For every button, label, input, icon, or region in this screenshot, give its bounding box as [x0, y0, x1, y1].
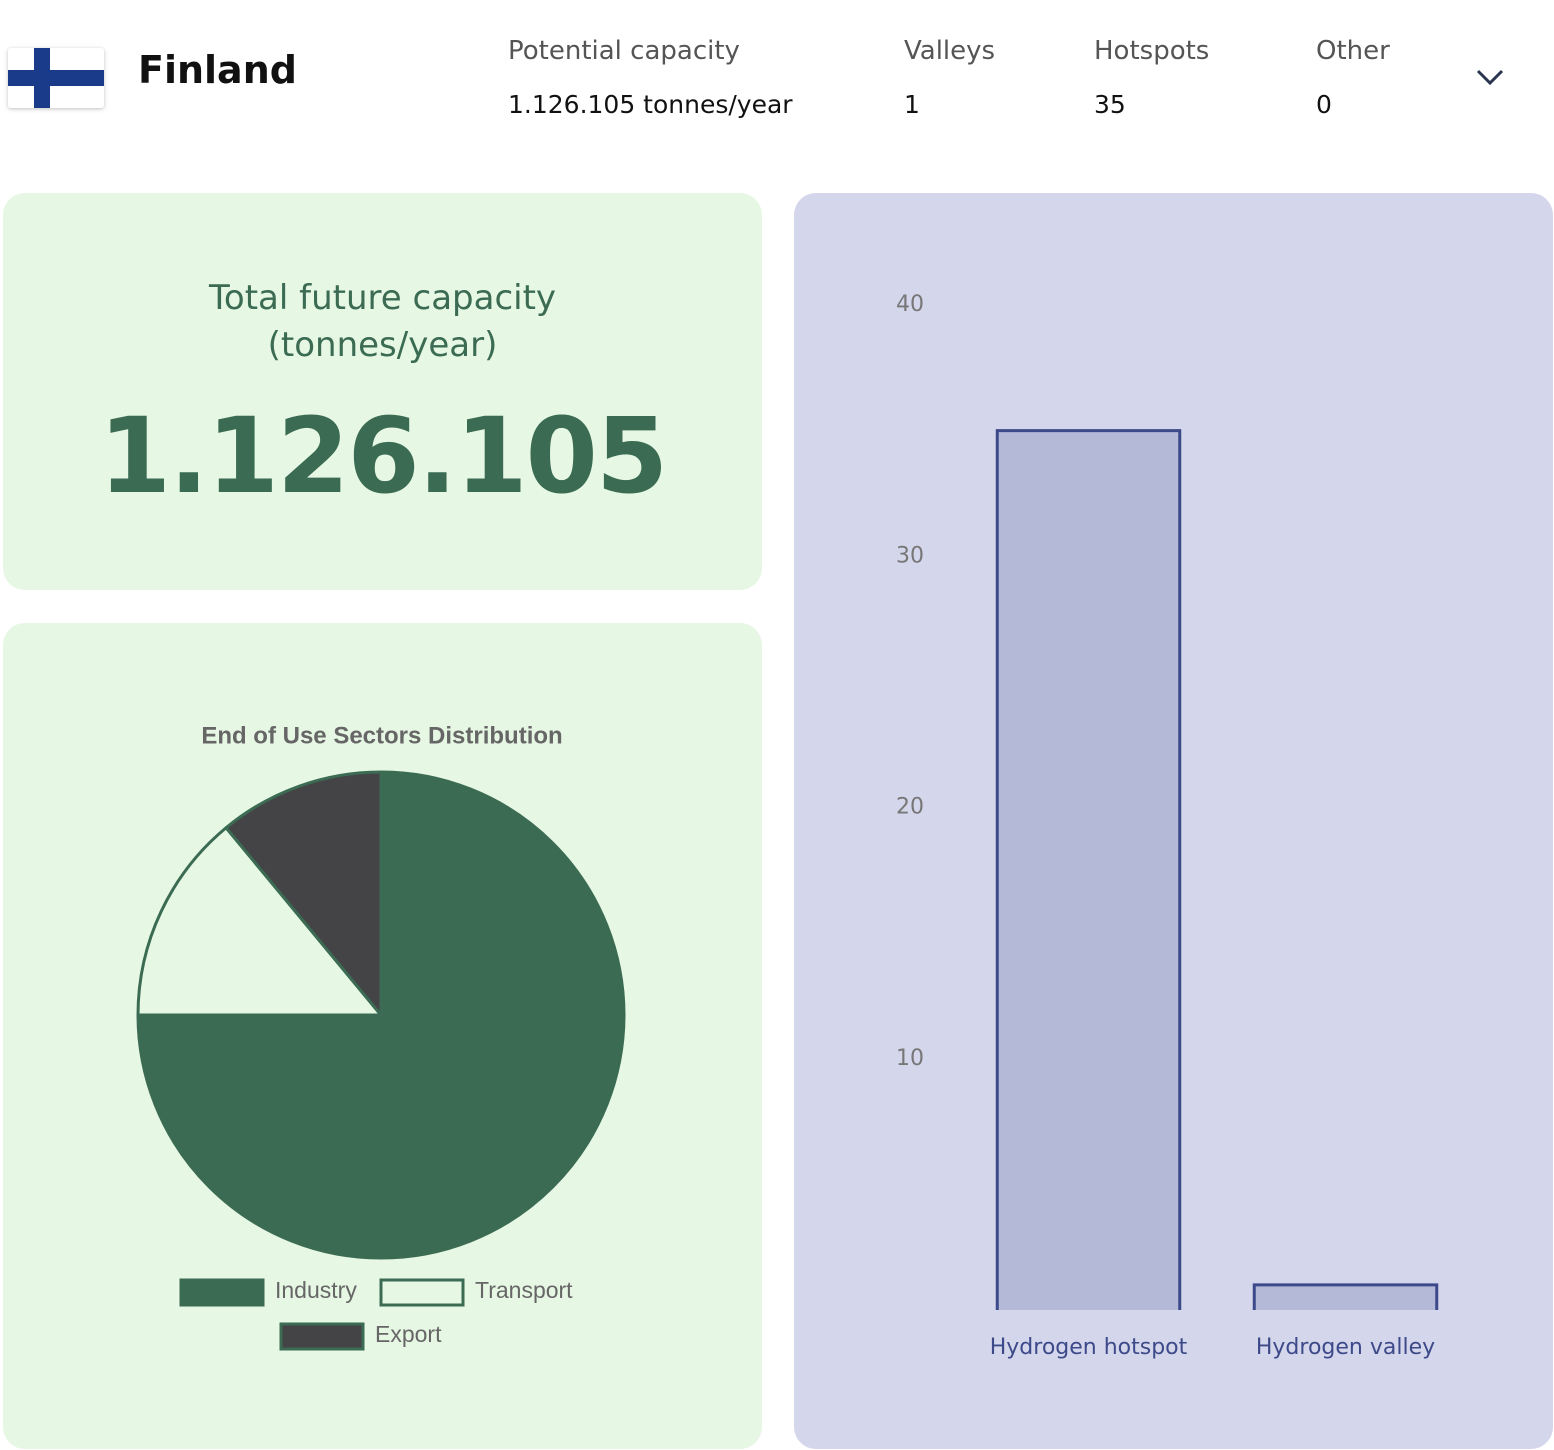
legend-swatch — [279, 1322, 365, 1351]
x-tick-label: Hydrogen valley — [1256, 1335, 1435, 1360]
stat-label: Other — [1316, 36, 1390, 66]
bar — [1254, 1284, 1437, 1310]
y-tick-label: 10 — [896, 1046, 924, 1071]
flag — [8, 48, 104, 108]
stat-label: Potential capacity — [508, 36, 740, 66]
bar-border — [1252, 1283, 1439, 1310]
capacity-title: Total future capacity (tonnes/year) — [208, 278, 557, 365]
stat-label: Hotspots — [1094, 36, 1210, 66]
bar — [997, 430, 1180, 1310]
pie-slice — [224, 770, 383, 1017]
capacity-title-box: Total future capacity (tonnes/year) — [3, 275, 762, 369]
pie-title: End of Use Sectors Distribution — [201, 722, 562, 749]
stat-value: 1.126.105 tonnes/year — [508, 90, 793, 119]
stat-value: 1 — [904, 90, 920, 119]
legend-swatch — [379, 1278, 465, 1307]
legend-label: Transport — [475, 1277, 573, 1303]
legend-label: Export — [375, 1321, 442, 1347]
expand-chevron[interactable] — [1474, 66, 1506, 88]
pie-slice — [136, 770, 626, 1260]
y-tick-label: 30 — [896, 543, 924, 568]
stat-label: Valleys — [904, 36, 996, 66]
stat-value: 35 — [1094, 90, 1126, 119]
y-tick-label: 20 — [896, 795, 924, 820]
pie-slice — [136, 826, 383, 1017]
stat-value: 0 — [1316, 90, 1332, 119]
country-name: Finland — [138, 48, 297, 92]
capacity-value: 1.126.105 — [98, 395, 669, 517]
x-tick-label: Hydrogen hotspot — [990, 1335, 1188, 1360]
bar-border — [995, 429, 1182, 1310]
legend-swatch — [179, 1278, 265, 1307]
legend-label: Industry — [275, 1277, 357, 1303]
y-tick-label: 40 — [896, 292, 924, 317]
capacity-card — [3, 193, 762, 590]
